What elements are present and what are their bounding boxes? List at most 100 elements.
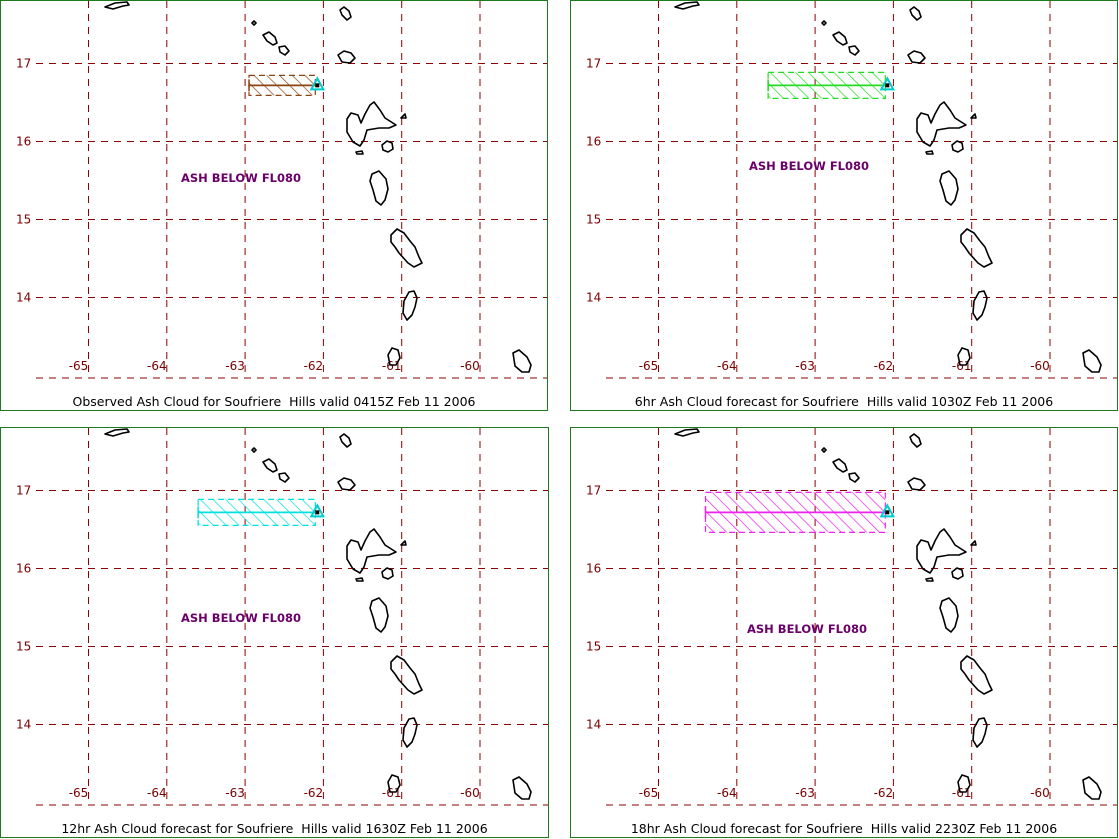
guadeloupe-coast (346, 528, 397, 574)
volcano-marker (309, 503, 325, 518)
st-vincent-coast (957, 347, 971, 366)
barbados-coast (512, 349, 532, 373)
lon-tick-label: -63 (795, 359, 815, 373)
anguilla-coast (104, 428, 130, 437)
volcano-marker (879, 76, 895, 91)
nevis-coast (848, 45, 860, 56)
marie-galante-coast (951, 567, 964, 580)
lon-tick-label: -63 (225, 359, 245, 373)
barbuda-coast (909, 6, 922, 21)
st-lucia-coast (972, 290, 988, 321)
lon-tick-label: -65 (639, 786, 659, 800)
volcano-marker (879, 503, 895, 518)
la-desirade-coast (400, 113, 407, 119)
ash-level-label: ASH BELOW FL080 (749, 159, 869, 173)
martinique-coast (960, 655, 993, 695)
lat-tick-label: 15 (16, 640, 31, 654)
saba-coast (251, 20, 257, 26)
guadeloupe-coast (916, 528, 967, 574)
barbados-coast (1082, 349, 1102, 373)
map-caption: 18hr Ash Cloud forecast for Soufriere Hi… (630, 821, 1058, 836)
volcano-island (315, 510, 320, 515)
lat-tick-label: 14 (16, 718, 31, 732)
ash-map-18hr: -65 -64 -63 -62 -61 -60 17 16 15 14 ASH BELOW FL08… (570, 427, 1118, 838)
anguilla-coast (104, 1, 130, 10)
lon-tick-label: -65 (69, 359, 89, 373)
martinique-coast (390, 228, 423, 268)
antigua-coast (907, 477, 926, 491)
les-saintes-coast (925, 577, 934, 582)
lat-tick-label: 15 (586, 640, 601, 654)
lon-tick-label: -64 (147, 359, 167, 373)
lon-tick-label: -64 (717, 786, 737, 800)
martinique-coast (390, 655, 423, 695)
lat-tick-label: 15 (16, 213, 31, 227)
map-caption: 12hr Ash Cloud forecast for Soufriere Hi… (61, 821, 488, 836)
lat-tick-label: 17 (16, 484, 31, 498)
dominica-coast (369, 597, 389, 633)
lon-tick-label: -63 (795, 786, 815, 800)
lat-tick-label: 16 (16, 562, 31, 576)
volcano-island (315, 83, 320, 88)
martinique-coast (960, 228, 993, 268)
lat-tick-label: 15 (586, 213, 601, 227)
lon-tick-label: -63 (225, 786, 245, 800)
barbuda-coast (339, 6, 352, 21)
dominica-coast (939, 170, 959, 206)
nevis-coast (278, 45, 290, 56)
lon-tick-label: -65 (639, 359, 659, 373)
st-lucia-coast (402, 717, 418, 748)
nevis-coast (278, 472, 290, 483)
st-lucia-coast (402, 290, 418, 321)
lon-tick-label: -62 (304, 359, 324, 373)
guadeloupe-coast (346, 101, 397, 147)
ash-map-observed: -65 -64 -63 -62 -61 -60 17 16 15 14 ASH BELOW FL08… (0, 0, 548, 411)
lat-tick-label: 17 (586, 57, 601, 71)
marie-galante-coast (381, 567, 394, 580)
barbados-coast (512, 776, 532, 800)
lon-tick-label: -64 (147, 786, 167, 800)
la-desirade-coast (970, 540, 977, 546)
dominica-coast (369, 170, 389, 206)
barbuda-coast (339, 433, 352, 448)
volcano-marker (309, 76, 325, 91)
st-vincent-coast (957, 774, 971, 793)
lat-tick-label: 14 (16, 291, 31, 305)
marie-galante-coast (381, 140, 394, 153)
volcano-island (885, 83, 890, 88)
marie-galante-coast (951, 140, 964, 153)
lon-tick-label: -62 (304, 786, 324, 800)
lon-tick-label: -62 (874, 359, 894, 373)
les-saintes-coast (355, 150, 364, 155)
lat-tick-label: 17 (586, 484, 601, 498)
ash-map-12hr: -65 -64 -63 -62 -61 -60 17 16 15 14 ASH BELOW FL08… (0, 427, 549, 838)
st-kitts-coast (262, 458, 278, 473)
anguilla-coast (674, 1, 700, 10)
anguilla-coast (674, 428, 700, 437)
lat-tick-label: 16 (586, 562, 601, 576)
st-kitts-coast (262, 31, 278, 46)
lon-tick-label: -64 (717, 359, 737, 373)
antigua-coast (337, 477, 356, 491)
map-caption: 6hr Ash Cloud forecast for Soufriere Hil… (634, 394, 1054, 409)
nevis-coast (848, 472, 860, 483)
lon-tick-label: -60 (460, 359, 480, 373)
la-desirade-coast (400, 540, 407, 546)
volcano-island (885, 510, 890, 515)
barbados-coast (1082, 776, 1102, 800)
les-saintes-coast (925, 150, 934, 155)
st-vincent-coast (387, 774, 401, 793)
ash-map-6hr: -65 -64 -63 -62 -61 -60 17 16 15 14 ASH BELOW FL08… (570, 0, 1118, 411)
antigua-coast (907, 50, 926, 64)
st-vincent-coast (387, 347, 401, 366)
st-kitts-coast (832, 458, 848, 473)
lon-tick-label: -62 (874, 786, 894, 800)
ash-level-label: ASH BELOW FL080 (747, 622, 867, 636)
st-lucia-coast (972, 717, 988, 748)
lon-tick-label: -60 (1030, 359, 1050, 373)
saba-coast (821, 447, 827, 453)
